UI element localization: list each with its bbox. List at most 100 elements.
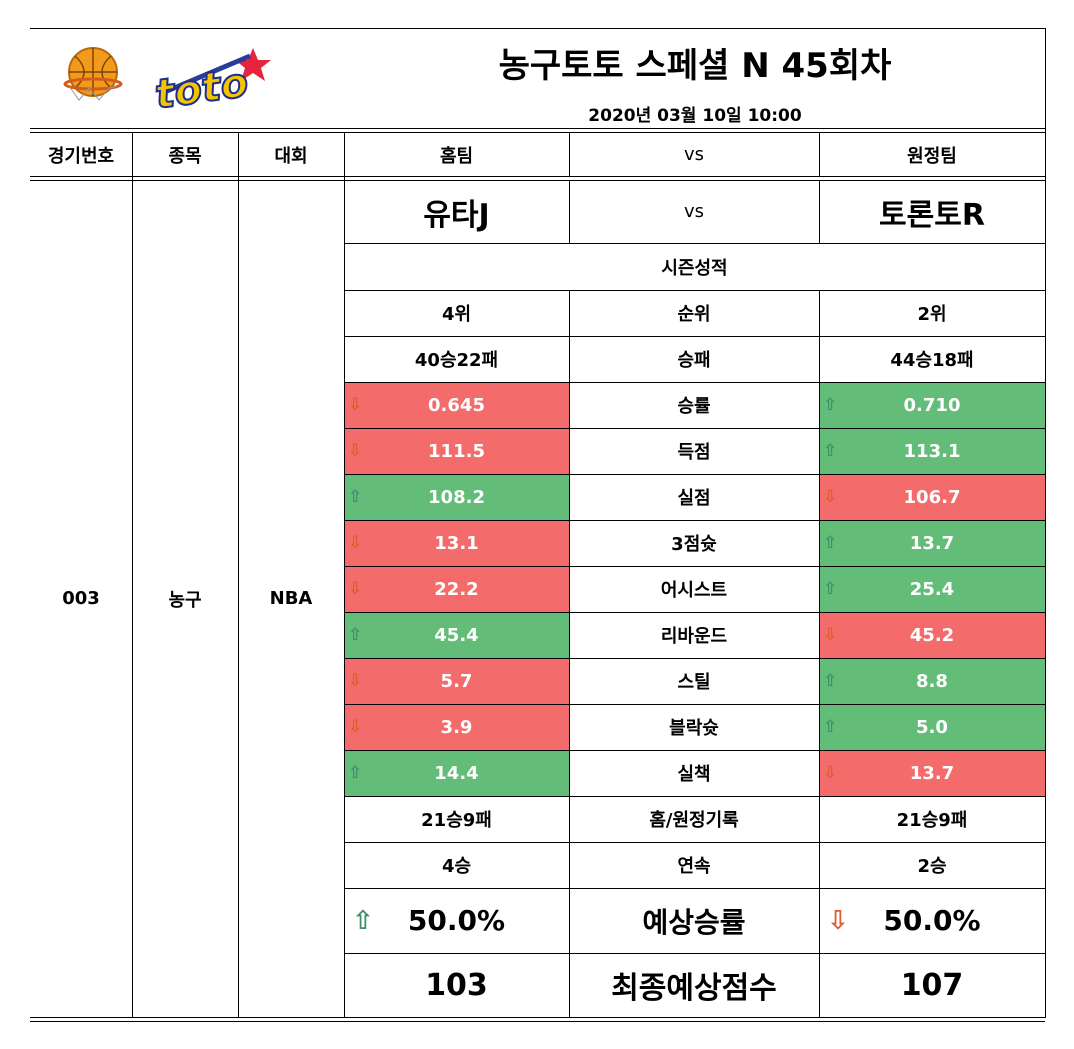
away-stat: ⇧ 25.4	[819, 566, 1045, 612]
basketball-icon	[63, 47, 271, 101]
home-stat: ⇩ 111.5	[344, 428, 569, 474]
arrow-up-icon: ⇧	[823, 533, 838, 553]
stat-label: 스틸	[569, 658, 819, 704]
away-value-text: 2위	[917, 304, 947, 325]
arrow-up-icon: ⇧	[823, 441, 838, 461]
arrow-up-icon: ⇧	[348, 625, 363, 645]
game-number: 003	[62, 588, 100, 609]
header-sport: 종목	[168, 145, 202, 167]
home-value: 4위	[344, 290, 569, 336]
stat-label-text: 3점슛	[671, 534, 717, 555]
home-value: 21승9패	[344, 796, 569, 842]
stat-label: 순위	[569, 290, 819, 336]
team-vs: vs	[683, 201, 705, 222]
away-win-rate-text: 50.0%	[883, 904, 981, 937]
away-stat: ⇧ 8.8	[819, 658, 1045, 704]
home-stat-text: 108.2	[428, 486, 485, 508]
home-stat-text: 3.9	[440, 716, 473, 738]
stat-label: 승패	[569, 336, 819, 382]
page-title: 농구토토 스페셜 N 45회차	[498, 46, 892, 86]
stat-label: 득점	[569, 428, 819, 474]
stat-label: 블락슛	[569, 704, 819, 750]
away-stat-text: 45.2	[909, 624, 955, 646]
away-stat-text: 25.4	[909, 578, 955, 600]
home-value-text: 4승	[441, 856, 472, 877]
away-value: 44승18패	[819, 336, 1045, 382]
arrow-up-icon: ⇧	[823, 717, 838, 737]
arrow-up-icon: ⇧	[348, 763, 363, 783]
home-win-rate: ⇧ 50.0%	[344, 888, 569, 953]
away-value: 2위	[819, 290, 1045, 336]
home-value: 40승22패	[344, 336, 569, 382]
home-stat-text: 22.2	[434, 578, 479, 600]
home-value-text: 40승22패	[414, 350, 499, 371]
stat-label-text: 실점	[677, 488, 711, 509]
arrow-down-icon: ⇩	[823, 487, 838, 507]
away-stat-text: 5.0	[916, 716, 948, 738]
arrow-up-icon: ⇧	[352, 905, 374, 936]
stat-label-text: 승률	[677, 396, 711, 417]
home-stat: ⇧ 108.2	[344, 474, 569, 520]
stat-label-text: 리바운드	[660, 626, 728, 647]
away-value-text: 21승9패	[896, 810, 968, 831]
game-datetime: 2020년 03월 10일 10:00	[588, 106, 802, 126]
away-stat-text: 0.710	[903, 394, 961, 416]
home-stat: ⇧ 45.4	[344, 612, 569, 658]
home-win-rate-text: 50.0%	[407, 904, 506, 937]
stat-label: 승률	[569, 382, 819, 428]
final-score-label-text: 최종예상점수	[611, 971, 777, 1006]
home-final-score: 103	[344, 953, 569, 1017]
home-stat-text: 14.4	[434, 762, 479, 784]
arrow-down-icon: ⇩	[348, 533, 363, 553]
header-league: 대회	[274, 145, 308, 167]
stat-label: 연속	[569, 842, 819, 888]
away-stat: ⇩ 106.7	[819, 474, 1045, 520]
game-league: NBA	[269, 588, 313, 609]
home-stat: ⇩ 22.2	[344, 566, 569, 612]
home-stat-text: 111.5	[428, 440, 485, 462]
away-stat-text: 113.1	[903, 440, 961, 462]
stat-label-text: 블락슛	[669, 718, 719, 739]
arrow-up-icon: ⇧	[823, 579, 838, 599]
home-stat: ⇧ 14.4	[344, 750, 569, 796]
season-record-label: 시즌성적	[661, 257, 728, 279]
game-sport: 농구	[168, 589, 202, 611]
stat-label-text: 스틸	[677, 672, 711, 693]
away-value: 2승	[819, 842, 1045, 888]
arrow-up-icon: ⇧	[823, 395, 838, 415]
away-stat-text: 13.7	[909, 762, 955, 784]
home-value: 4승	[344, 842, 569, 888]
stat-label: 어시스트	[569, 566, 819, 612]
away-stat: ⇩ 45.2	[819, 612, 1045, 658]
stat-label: 홈/원정기록	[569, 796, 819, 842]
arrow-up-icon: ⇧	[823, 671, 838, 691]
win-rate-label-text: 예상승률	[642, 905, 746, 939]
arrow-down-icon: ⇩	[823, 625, 838, 645]
arrow-down-icon: ⇩	[348, 717, 363, 737]
stat-label-text: 득점	[677, 442, 711, 463]
away-value-text: 44승18패	[890, 350, 974, 371]
away-stat: ⇧ 0.710	[819, 382, 1045, 428]
home-team-name: 유타J	[423, 197, 490, 233]
away-stat-text: 8.8	[916, 670, 948, 692]
home-value-text: 21승9패	[421, 810, 492, 831]
home-stat: ⇩ 13.1	[344, 520, 569, 566]
away-stat: ⇧ 5.0	[819, 704, 1045, 750]
stat-label: 실책	[569, 750, 819, 796]
away-stat: ⇧ 13.7	[819, 520, 1045, 566]
away-stat: ⇩ 13.7	[819, 750, 1045, 796]
arrow-down-icon: ⇩	[348, 441, 363, 461]
away-stat-text: 13.7	[909, 532, 955, 554]
home-final-score-text: 103	[425, 967, 488, 1003]
away-stat: ⇧ 113.1	[819, 428, 1045, 474]
away-stat-text: 106.7	[903, 486, 961, 508]
stat-label-text: 어시스트	[660, 580, 728, 601]
header-home: 홈팀	[439, 145, 474, 167]
away-value: 21승9패	[819, 796, 1045, 842]
stat-label-text: 홈/원정기록	[649, 810, 739, 831]
stat-label-text: 순위	[677, 304, 711, 325]
home-value-text: 4위	[441, 304, 472, 325]
header-game-no: 경기번호	[47, 145, 115, 167]
final-score-label: 최종예상점수	[569, 953, 819, 1017]
home-stat: ⇩ 0.645	[344, 382, 569, 428]
